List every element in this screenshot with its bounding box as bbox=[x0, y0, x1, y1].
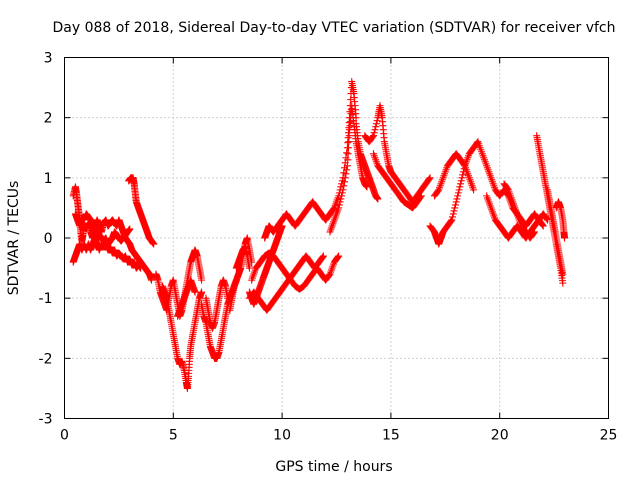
data-point bbox=[448, 216, 456, 224]
y-tick-label: -1 bbox=[39, 291, 53, 307]
data-point bbox=[530, 229, 538, 237]
data-point bbox=[539, 222, 547, 230]
data-point bbox=[319, 252, 327, 260]
y-tick-label: 1 bbox=[44, 171, 53, 187]
data-point bbox=[330, 205, 338, 213]
data-point bbox=[335, 252, 343, 260]
data-point bbox=[561, 234, 569, 242]
data-point bbox=[343, 162, 351, 170]
data-point bbox=[198, 276, 206, 284]
data-point bbox=[137, 264, 145, 272]
data-point bbox=[470, 186, 478, 194]
y-tick-label: 0 bbox=[44, 231, 53, 247]
y-tick-label: -2 bbox=[39, 351, 53, 367]
data-point bbox=[455, 186, 463, 194]
data-point bbox=[344, 150, 352, 158]
data-point bbox=[559, 270, 567, 278]
data-point bbox=[198, 288, 206, 296]
data-point bbox=[447, 217, 455, 225]
data-point bbox=[449, 213, 457, 221]
data-point bbox=[337, 195, 345, 203]
data-point bbox=[245, 264, 253, 272]
data-point bbox=[345, 132, 353, 140]
data-point bbox=[340, 182, 348, 190]
data-point bbox=[339, 186, 347, 194]
data-point bbox=[457, 177, 465, 185]
data-point bbox=[452, 198, 460, 206]
data-point bbox=[148, 276, 156, 284]
data-point bbox=[374, 195, 382, 203]
data-point bbox=[150, 240, 158, 248]
data-point bbox=[454, 189, 462, 197]
x-tick-label: 5 bbox=[169, 428, 178, 444]
data-point bbox=[459, 171, 467, 179]
data-point bbox=[319, 253, 327, 261]
x-tick-label: 15 bbox=[382, 428, 400, 444]
data-point bbox=[342, 170, 350, 178]
data-point bbox=[347, 96, 355, 104]
data-point bbox=[454, 192, 462, 200]
data-point bbox=[453, 195, 461, 203]
data-point bbox=[344, 156, 352, 164]
data-point bbox=[458, 174, 466, 182]
data-point bbox=[434, 187, 442, 195]
data-point bbox=[343, 149, 351, 157]
data-point bbox=[126, 225, 134, 233]
x-tick-label: 0 bbox=[60, 428, 69, 444]
data-point bbox=[426, 174, 434, 182]
data-point bbox=[369, 132, 377, 140]
x-tick-label: 10 bbox=[273, 428, 291, 444]
data-point bbox=[559, 279, 567, 287]
data-point bbox=[343, 166, 351, 174]
data-point bbox=[370, 129, 378, 137]
data-point bbox=[191, 288, 199, 296]
data-point bbox=[334, 253, 342, 261]
data-point bbox=[345, 138, 353, 146]
chart-title: Day 088 of 2018, Sidereal Day-to-day VTE… bbox=[52, 20, 615, 36]
data-point bbox=[338, 192, 346, 200]
data-point bbox=[460, 161, 468, 169]
data-point bbox=[450, 207, 458, 215]
y-tick-label: 3 bbox=[44, 51, 53, 67]
data-point bbox=[340, 178, 348, 186]
data-point bbox=[417, 193, 425, 201]
data-point bbox=[344, 144, 352, 152]
data-point bbox=[538, 221, 546, 229]
data-point bbox=[504, 185, 512, 193]
data-point bbox=[325, 271, 333, 279]
data-point bbox=[369, 133, 377, 141]
data-point bbox=[371, 126, 379, 134]
data-point bbox=[531, 228, 539, 236]
grid bbox=[64, 57, 609, 419]
data-point bbox=[451, 204, 459, 212]
data-point bbox=[336, 198, 344, 206]
data-point bbox=[372, 120, 380, 128]
data-point bbox=[417, 192, 425, 200]
data-point bbox=[338, 189, 346, 197]
data-point bbox=[449, 210, 457, 218]
x-tick-label: 20 bbox=[491, 428, 509, 444]
data-point bbox=[335, 204, 343, 212]
data-point bbox=[425, 175, 433, 183]
data-point bbox=[372, 123, 380, 131]
data-point bbox=[373, 117, 381, 125]
data-point bbox=[457, 180, 465, 188]
data-point bbox=[451, 201, 459, 209]
data-point bbox=[341, 174, 349, 182]
x-axis-label: GPS time / hours bbox=[275, 459, 392, 475]
data-point bbox=[456, 183, 464, 191]
data-point bbox=[543, 215, 551, 223]
y-tick-label: -3 bbox=[39, 412, 53, 428]
y-axis-label: SDTVAR / TECUs bbox=[6, 181, 22, 296]
axis-ticks: 0 5 10 15 20 25 -3 -2 -1 0 1 2 3 bbox=[39, 51, 618, 444]
x-tick-label: 25 bbox=[600, 428, 618, 444]
y-tick-label: 2 bbox=[44, 111, 53, 127]
data-points bbox=[69, 78, 569, 392]
data-point bbox=[335, 201, 343, 209]
